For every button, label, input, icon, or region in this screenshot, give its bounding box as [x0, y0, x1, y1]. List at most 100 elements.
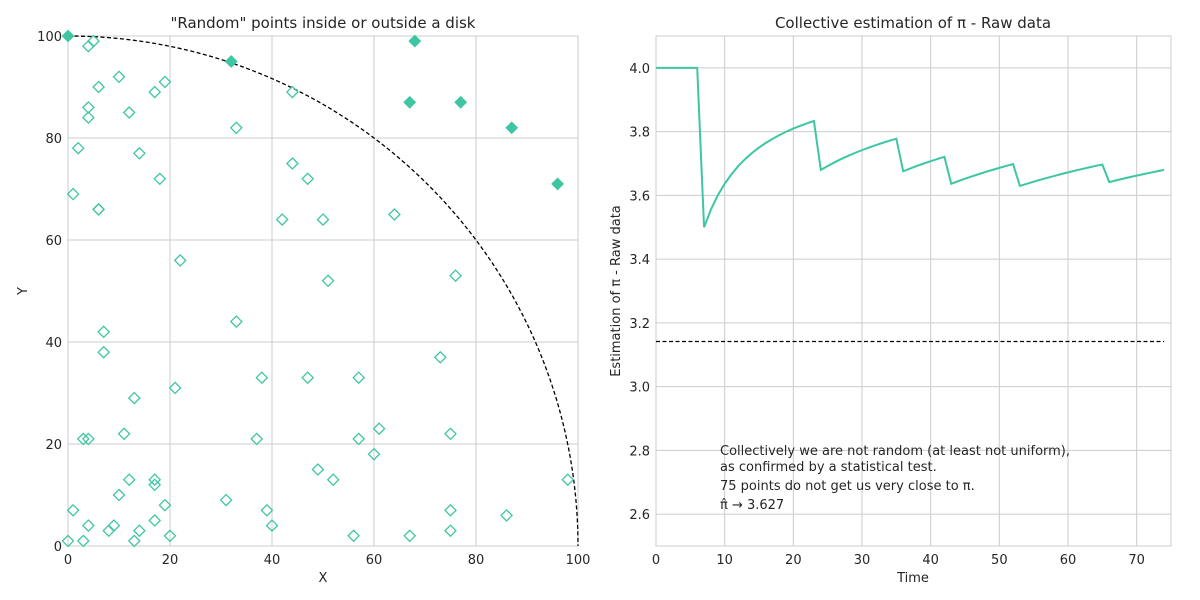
inside-point: [265, 519, 279, 533]
outside-point: [61, 29, 75, 43]
inside-point: [132, 524, 146, 538]
x-tick-label: 40: [264, 553, 281, 568]
y-tick-label: 4.0: [629, 62, 650, 77]
x-tick-label: 0: [64, 553, 72, 568]
x-tick-label: 60: [366, 553, 383, 568]
inside-point: [311, 463, 325, 476]
inside-point: [255, 371, 269, 385]
inside-point: [148, 478, 162, 492]
annotation-line-2: as confirmed by a statistical test.: [720, 460, 937, 475]
inside-point: [433, 350, 447, 364]
inside-point: [117, 427, 131, 441]
inside-point: [76, 534, 90, 548]
scatter-title: "Random" points inside or outside a disk: [170, 14, 475, 32]
inside-point: [107, 519, 121, 533]
y-tick-label: 0: [54, 540, 62, 555]
inside-point: [173, 253, 187, 267]
x-tick-label: 70: [1128, 553, 1145, 568]
inside-point: [285, 85, 299, 99]
inside-point: [92, 80, 106, 94]
inside-point: [112, 70, 126, 84]
y-tick-label: 3.6: [629, 189, 650, 204]
inside-point: [148, 473, 162, 487]
line-plot-area: [655, 35, 1172, 547]
outside-point: [224, 55, 238, 68]
y-tick-label: 100: [37, 30, 62, 45]
inside-point: [444, 427, 457, 441]
inside-point: [148, 85, 162, 99]
inside-point: [71, 141, 85, 155]
inside-point: [153, 172, 167, 186]
line-chart: 0 10 20 30 40 50 60 702.62.83.03.23.43.63.84.0 …: [609, 14, 1172, 586]
y-tick-label: 60: [45, 234, 62, 249]
inside-point: [561, 473, 575, 487]
scatter-y-axis-label: Y: [16, 287, 31, 296]
y-tick-label: 3.2: [629, 317, 650, 332]
x-tick-label: 20: [785, 553, 802, 568]
inside-point: [92, 202, 106, 216]
quarter-circle: [67, 35, 579, 547]
y-tick-label: 20: [45, 438, 62, 453]
inside-point: [158, 75, 172, 89]
y-tick-label: 3.4: [629, 253, 650, 268]
annotation: Collectively we are not random (at least…: [720, 444, 1070, 513]
inside-point: [250, 432, 264, 446]
scatter-points: [61, 29, 575, 548]
inside-point: [275, 213, 289, 227]
annotation-line-4: π̂ → 3.627: [720, 498, 784, 513]
outside-point: [408, 34, 422, 48]
estimate-series: [656, 66, 1165, 228]
scatter-chart: 0 20 40 60 80 100 0 20 40 60 80 100 "Random" points…: [16, 14, 590, 586]
inside-point: [122, 473, 136, 487]
inside-point: [444, 524, 457, 538]
line-y-axis-label: Estimation of π - Raw data: [609, 205, 624, 377]
scatter-plot-area: [67, 35, 579, 547]
inside-point: [326, 473, 340, 487]
inside-point: [285, 157, 299, 170]
y-tick-label: 3.8: [629, 126, 650, 141]
scatter-tick-labels: 0 20 40 60 80 100 0 20 40 60 80 100: [37, 30, 590, 568]
inside-point: [260, 503, 274, 517]
inside-point: [372, 422, 386, 436]
y-tick-label: 2.6: [629, 508, 650, 523]
inside-point: [66, 503, 80, 517]
inside-point: [500, 508, 514, 522]
inside-point: [301, 172, 315, 186]
outside-point: [505, 121, 519, 135]
inside-point: [87, 34, 100, 48]
inside-point: [403, 529, 417, 543]
y-tick-label: 3.0: [629, 381, 650, 396]
outside-point: [403, 95, 417, 109]
inside-point: [122, 106, 136, 119]
x-tick-label: 0: [652, 553, 660, 568]
inside-point: [127, 391, 141, 405]
estimate-line: [656, 66, 1165, 228]
annotation-line-3: 75 points do not get us very close to π.: [720, 479, 975, 494]
line-tick-labels: 0 10 20 30 40 50 60 70 2.6 2.8 3.0 3.2 3.4 3.6 3.8 4.0: [629, 62, 1145, 568]
inside-point: [97, 345, 111, 359]
inside-point: [163, 529, 177, 543]
inside-point: [229, 315, 243, 329]
inside-point: [61, 534, 75, 548]
inside-point: [76, 432, 90, 446]
outside-point: [454, 95, 468, 109]
inside-point: [148, 514, 162, 527]
x-tick-label: 20: [162, 553, 179, 568]
scatter-x-axis-label: X: [319, 571, 328, 586]
outside-point: [551, 177, 565, 191]
inside-point: [387, 208, 401, 221]
line-grid: [655, 36, 1171, 546]
x-tick-label: 10: [716, 553, 733, 568]
inside-point: [444, 503, 457, 517]
inside-point: [81, 519, 95, 533]
y-tick-label: 2.8: [629, 444, 650, 459]
y-tick-label: 40: [45, 336, 62, 351]
inside-point: [321, 274, 335, 288]
annotation-line-1: Collectively we are not random (at least…: [720, 444, 1070, 459]
inside-point: [112, 488, 126, 502]
inside-point: [367, 447, 381, 461]
inside-point: [347, 529, 361, 543]
inside-point: [66, 187, 80, 201]
inside-point: [219, 493, 233, 507]
